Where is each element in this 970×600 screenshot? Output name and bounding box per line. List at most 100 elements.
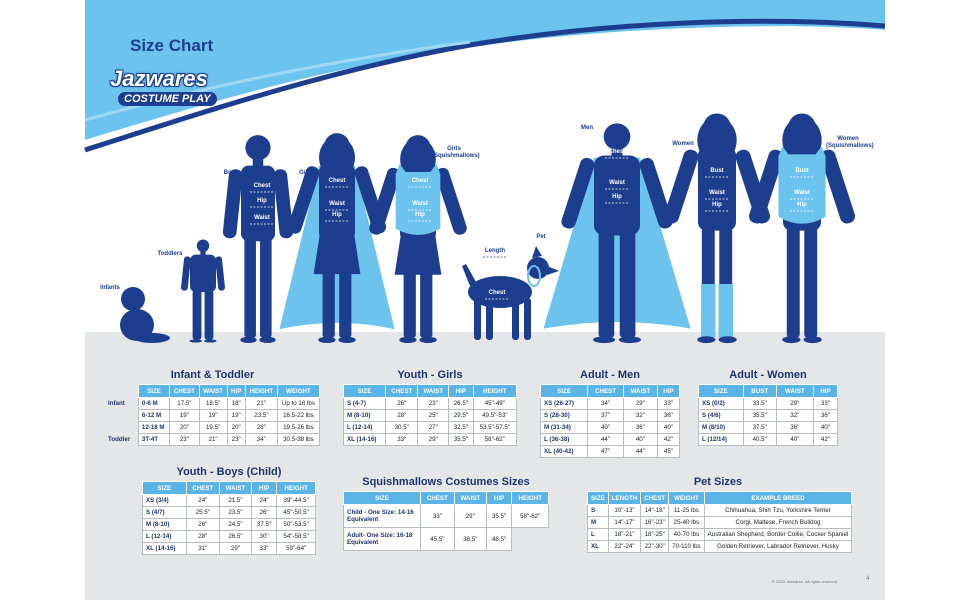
value-cell: 29": [622, 397, 658, 410]
infant-body: [120, 309, 154, 341]
value-cell: 33": [656, 397, 681, 410]
value-cell: 25": [417, 409, 450, 422]
value-cell: 33": [250, 542, 278, 555]
measure-label: Bust: [710, 168, 724, 174]
dog-leg: [524, 298, 531, 340]
arm: [273, 169, 294, 239]
table-row: XL (40-42) 47" 44" 45": [539, 445, 681, 458]
column-header: HEIGHT: [244, 384, 278, 398]
value-cell: 36": [812, 409, 839, 422]
size-table-block: Adult - Women SIZE BUST WAIST HIP XS (0/2) 33.…: [698, 369, 839, 446]
row-group-label: [105, 422, 138, 434]
torso: [241, 165, 275, 242]
table-row: M (8-10) 26" 24.5" 37.5" 50"-53.5": [142, 518, 316, 531]
value-cell: 37": [587, 409, 624, 422]
header-row: SIZE BUST WAIST HIP: [698, 384, 839, 398]
value-cell: 42": [812, 433, 839, 446]
value-cell: 23.5": [219, 506, 252, 519]
column-header: CHEST: [587, 384, 624, 398]
value-cell: 25.5": [185, 506, 221, 519]
value-cell: 50"-53.5": [276, 518, 316, 531]
table-row: Infant 0-6 M 17.5" 18.5" 18" 21" Up to 16 lbs: [105, 397, 321, 410]
measure-label: Hip: [415, 212, 425, 218]
value-cell: 19": [169, 409, 200, 422]
measure-label: Hip: [332, 212, 342, 218]
value-cell: 37.5": [742, 421, 777, 434]
table-row: M (8/10) 37.5" 36" 40": [698, 421, 839, 434]
leg: [786, 226, 800, 338]
column-header: SIZE: [342, 384, 387, 398]
size-table-block: Adult - Men SIZE CHEST WAIST HIP XS (26-27) 34…: [539, 369, 681, 458]
head: [245, 135, 271, 161]
measure-label: Chest: [253, 183, 271, 189]
value-cell: 14"-18": [640, 504, 670, 517]
column-header: CHEST: [169, 384, 200, 398]
neck: [711, 137, 723, 150]
value-cell: 36": [622, 421, 658, 434]
measure-label: Waist: [254, 215, 270, 221]
table-row: S (28-30) 37" 32" 36": [539, 409, 681, 422]
measure-label: Hip: [257, 198, 267, 204]
measure-label: Waist: [794, 190, 810, 196]
table-row: 12-18 M 20" 19.5" 20" 28" 19.5-26 lbs: [105, 421, 321, 434]
swoosh-light: [84, 40, 471, 122]
value-cell: 40.5": [742, 433, 777, 446]
table-row: L (12/14) 40.5" 40" 42": [698, 433, 839, 446]
leg: [244, 237, 256, 338]
value-cell: 26": [185, 518, 221, 531]
column-header: HIP: [250, 481, 278, 495]
value-cell: 58"-62": [511, 504, 549, 528]
infant-legs: [134, 333, 170, 343]
measure-label: Waist: [609, 180, 625, 186]
value-cell: 33": [385, 433, 419, 446]
size-table: SIZE CHEST WAIST HIP HEIGHT S (4-7) 26" 23" 26.5…: [342, 384, 518, 446]
value-cell: 29": [453, 504, 487, 528]
size-table: SIZE BUST WAIST HIP XS (0/2) 33.5" 29" 33" S (4/…: [698, 384, 839, 446]
value-cell: 24": [185, 494, 221, 507]
size-table: SIZE CHEST WAIST HIP XS (26-27) 34" 29" 33" S (2…: [539, 384, 681, 458]
column-header: HIP: [656, 384, 681, 398]
column-header: SIZE: [142, 481, 187, 495]
table-row: L (12-14) 28" 26.5" 30" 54"-58.5": [142, 530, 316, 543]
header-row: SIZE CHEST WAIST HIP HEIGHT: [343, 491, 549, 505]
column-header: SIZE: [698, 384, 744, 398]
measure-label: Waist: [412, 201, 428, 207]
leg: [598, 231, 615, 338]
size-cell: M (8/10): [698, 421, 744, 434]
column-header: CHEST: [385, 384, 419, 398]
table-row: Child - One Size: 14-16 Equivalent 33" 29"…: [343, 504, 549, 528]
leg: [192, 290, 202, 340]
figure-label: Pet: [536, 234, 546, 240]
value-cell: 19.5-26 lbs: [276, 421, 321, 434]
value-cell: 28": [385, 409, 419, 422]
value-cell: 17.5": [169, 397, 200, 410]
foot: [618, 336, 641, 344]
column-header: HIP: [226, 384, 246, 398]
value-cell: 45.5": [420, 527, 455, 551]
size-cell: S (4-7): [342, 397, 387, 410]
size-cell: S: [587, 504, 609, 517]
column-header: CHEST: [185, 481, 221, 495]
value-cell: 19.5": [198, 421, 228, 434]
value-cell: 40": [622, 433, 658, 446]
dog-tail: [462, 264, 476, 286]
head: [196, 239, 210, 253]
leg: [420, 237, 433, 338]
value-cell: 29": [417, 433, 450, 446]
value-cell: 11-25 lbs: [668, 504, 705, 517]
value-cell: 16.5-22 lbs: [276, 409, 321, 422]
size-table: SIZE LENGTH CHEST WEIGHT EXAMPLE BREED S 10"-1…: [587, 491, 853, 553]
value-cell: 38.5": [453, 527, 487, 551]
size-cell: Adult- One Size: 16-18 Equivalent: [343, 527, 421, 551]
table-row: 6-12 M 19" 19" 19" 23.5" 16.5-22 lbs: [105, 409, 321, 422]
value-cell: Up to 16 lbs: [276, 397, 321, 410]
row-group-label: Toddler: [108, 436, 131, 443]
table-title: Youth - Boys (Child): [176, 466, 282, 478]
column-header: SIZE: [587, 491, 609, 505]
foot: [419, 336, 437, 344]
value-cell: 23": [169, 433, 200, 446]
value-cell: 35.5": [485, 504, 513, 528]
table-row: S (4/7) 25.5" 23.5" 26" 45"-50.5": [142, 506, 316, 519]
column-header: HEIGHT: [511, 491, 549, 505]
